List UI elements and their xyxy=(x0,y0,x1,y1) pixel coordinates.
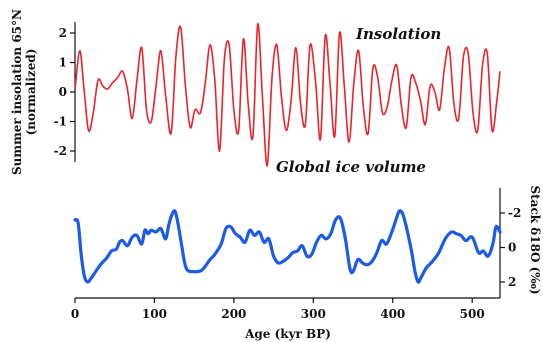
insolation-y-tick-label: -1 xyxy=(54,115,67,129)
x-tick-label: 500 xyxy=(460,307,485,321)
x-tick-label: 300 xyxy=(301,307,326,321)
insolation-y-tick-label: 2 xyxy=(59,26,67,40)
x-axis-title: Age (kyr BP) xyxy=(244,327,331,341)
x-tick-label: 400 xyxy=(380,307,405,321)
x-ticks: 0 100 200 300 400 500 xyxy=(71,298,485,321)
x-tick-label: 100 xyxy=(142,307,167,321)
insolation-y-tick-label: -2 xyxy=(54,144,67,158)
insolation-axis-title: Summer insolation 65°N (normalized) xyxy=(10,9,38,175)
insolation-axis-title-line2: (normalized) xyxy=(24,49,38,136)
ice-volume-y-tick-label: -2 xyxy=(508,206,521,220)
ice-volume-y-tick-label: 2 xyxy=(508,275,516,289)
ice-volume-y-ticks: -2 0 2 xyxy=(500,206,521,289)
insolation-series-label: Insolation xyxy=(355,25,441,43)
insolation-y-ticks: 2 1 0 -1 -2 xyxy=(54,26,75,158)
insolation-axis-title-line1: Summer insolation 65°N xyxy=(10,9,24,175)
insolation-line xyxy=(74,23,501,167)
ice-volume-axis-title-text: Stack δ18O (‰) xyxy=(528,185,542,294)
x-tick-label: 200 xyxy=(221,307,246,321)
ice-volume-y-tick-label: 0 xyxy=(508,241,516,255)
ice-volume-line xyxy=(73,209,502,284)
ice-volume-axis-title: Stack δ18O (‰) xyxy=(528,185,542,294)
series-lines xyxy=(73,23,502,284)
ice-volume-series-label: Global ice volume xyxy=(276,158,426,176)
insolation-y-tick-label: 1 xyxy=(59,56,67,70)
x-tick-label: 0 xyxy=(71,307,79,321)
insolation-y-tick-label: 0 xyxy=(59,85,67,99)
